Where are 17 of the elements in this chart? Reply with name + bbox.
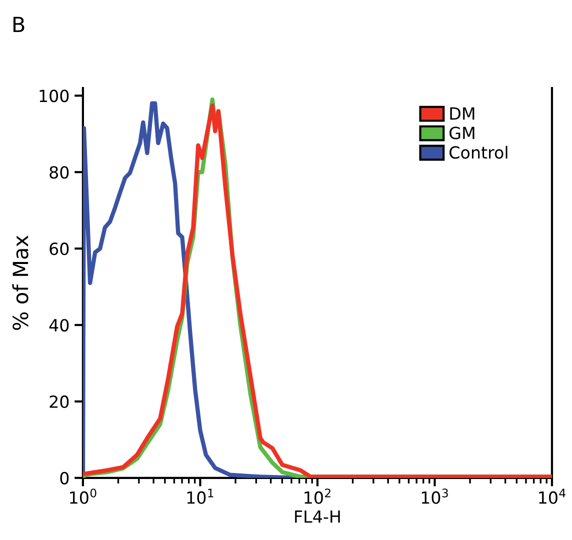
legend-label: GM [450,126,474,140]
y-tick-label: 40 [49,318,69,332]
legend-label: Control [450,146,508,159]
y-axis-title: % of Max [12,236,28,330]
x-tick-label: 10$^{2}$ [304,488,330,504]
y-tick-label: 20 [50,395,69,408]
x-tick-label: 10$^{3}$ [422,488,448,504]
y-tick-label: 100 [40,90,69,102]
y-tick-label: 0 [60,472,69,484]
x-tick-label: 10$^{0}$ [70,488,96,504]
y-tick-label: 80 [50,166,69,179]
y-tick-label: 60 [50,242,69,256]
x-axis-title: FL4-H [295,510,340,523]
x-tick-label: 10$^{4}$ [539,488,566,504]
chart-title: B [13,16,24,32]
x-tick-label: 10$^{1}$ [187,488,214,504]
legend-label: DM [450,107,474,120]
